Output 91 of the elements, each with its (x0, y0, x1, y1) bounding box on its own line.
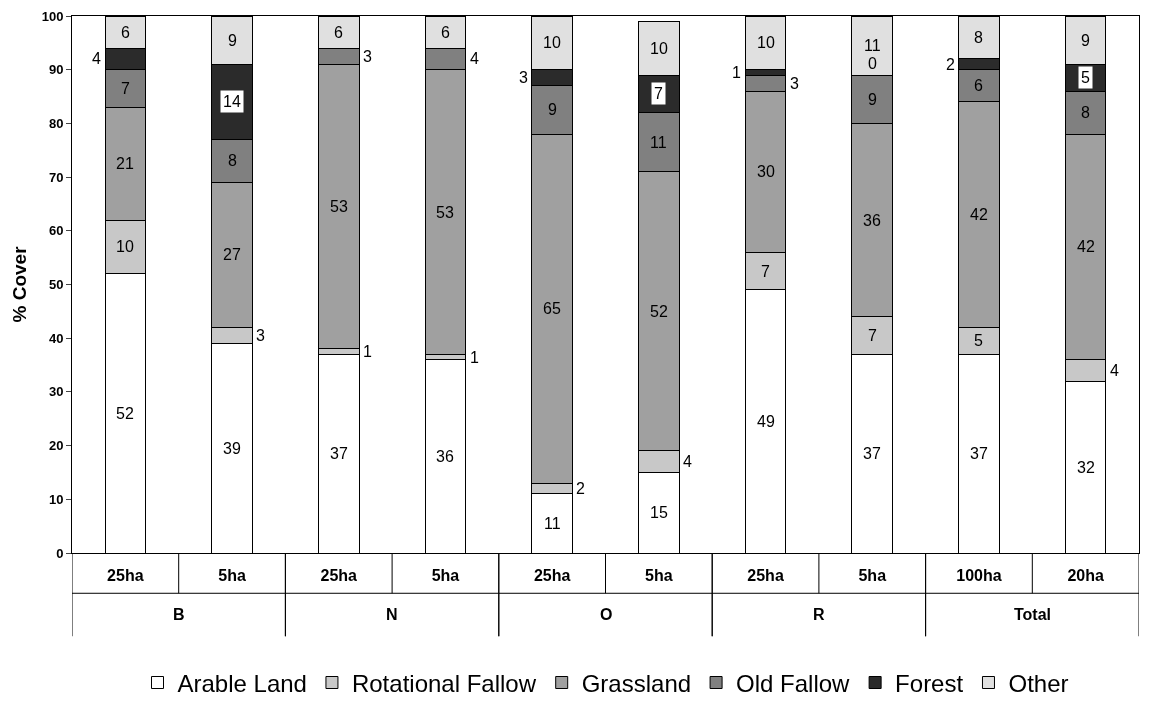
data-label: 1 (363, 343, 372, 360)
data-label: 9 (868, 91, 877, 108)
y-tick-label: 90 (48, 62, 64, 78)
y-tick-label: 10 (48, 491, 64, 507)
data-label: 1 (470, 349, 479, 366)
data-label: 27 (223, 246, 241, 263)
data-label: 65 (543, 300, 561, 317)
x-tick-label: 100ha (956, 567, 1002, 585)
data-label: 10 (650, 40, 668, 57)
y-tick-label: 20 (48, 438, 64, 454)
data-label: 6 (974, 77, 983, 94)
data-label: 2 (946, 56, 955, 73)
data-label: 39 (223, 440, 241, 457)
data-label: 52 (650, 303, 668, 320)
data-label: 15 (650, 504, 668, 521)
data-label: 36 (863, 212, 881, 229)
x-tick-label: 25ha (320, 567, 358, 585)
legend-label: Rotational Fallow (351, 669, 537, 697)
data-label: 53 (330, 198, 348, 215)
x-tick-label: 20ha (1067, 567, 1104, 585)
data-label: 7 (761, 263, 770, 280)
data-label: 4 (1110, 362, 1119, 379)
data-label: 53 (436, 204, 454, 221)
x-tick-label: 25ha (107, 567, 144, 585)
data-label: 9 (1081, 32, 1090, 49)
data-label: 8 (974, 29, 983, 46)
data-label: 14 (223, 93, 241, 110)
data-label: 3 (363, 48, 372, 65)
legend-label: Old Fallow (736, 669, 851, 697)
data-label: 3 (790, 75, 799, 92)
y-tick-label: 60 (48, 223, 64, 239)
data-label: 6 (441, 24, 450, 41)
legend-label: Other (1008, 669, 1069, 697)
data-label: 6 (334, 24, 343, 41)
data-label: 49 (757, 413, 775, 430)
data-label: 42 (1077, 238, 1095, 255)
data-label: 9 (548, 101, 557, 118)
x-tick-label: 5ha (431, 567, 460, 585)
data-label: 2 (576, 480, 585, 497)
y-tick-label: 0 (56, 545, 64, 561)
y-tick-label: 30 (48, 384, 64, 400)
data-label: 37 (970, 445, 988, 462)
text: Total (1014, 606, 1052, 623)
legend-label: Grassland (581, 669, 692, 697)
y-tick-label: 100 (41, 8, 64, 24)
data-label: 3 (519, 69, 528, 86)
data-label: 0 (868, 55, 877, 72)
data-label: 52 (116, 405, 134, 422)
x-tick-label: 5ha (645, 567, 673, 585)
data-label: 10 (116, 238, 134, 255)
data-label: 1 (732, 64, 741, 81)
data-label: 4 (92, 50, 101, 67)
text: R (813, 606, 825, 623)
data-label: 37 (863, 445, 881, 462)
data-label: 37 (330, 445, 348, 462)
data-label: 11 (864, 37, 881, 54)
data-label: 8 (1081, 104, 1090, 121)
data-label: 11 (650, 134, 667, 151)
y-tick-label: 70 (48, 169, 64, 185)
data-label: 21 (116, 155, 134, 172)
legend-label: Arable Land (177, 669, 307, 697)
data-label: 6 (121, 24, 130, 41)
y-tick-label: 80 (48, 115, 64, 131)
text: N (386, 606, 398, 623)
y-tick-label: 50 (48, 277, 64, 293)
data-label: 4 (683, 453, 692, 470)
y-tick-label: 40 (48, 330, 64, 346)
x-tick-label: 5ha (218, 567, 246, 585)
data-label: 30 (757, 163, 775, 180)
data-label: 7 (654, 85, 663, 102)
text: O (600, 606, 613, 623)
x-tick-label: 25ha (747, 567, 784, 585)
data-label: 10 (543, 34, 561, 51)
data-label: 42 (970, 206, 988, 223)
data-label: 32 (1077, 459, 1095, 476)
data-label: 5 (974, 332, 983, 349)
x-tick-label: 25ha (533, 567, 571, 585)
data-label: 7 (868, 327, 877, 344)
data-label: 10 (757, 34, 775, 51)
x-tick-label: 5ha (858, 567, 887, 585)
legend-label: Forest (895, 669, 964, 697)
y-axis-title: % Cover (8, 245, 30, 323)
data-label: 7 (121, 80, 130, 97)
data-label: 36 (436, 448, 454, 465)
data-label: 9 (228, 32, 237, 49)
data-label: 4 (470, 50, 479, 67)
data-label: 11 (544, 515, 561, 532)
data-label: 5 (1081, 69, 1090, 86)
text: B (173, 606, 185, 623)
data-label: 8 (228, 152, 237, 169)
data-label: 3 (256, 327, 265, 344)
